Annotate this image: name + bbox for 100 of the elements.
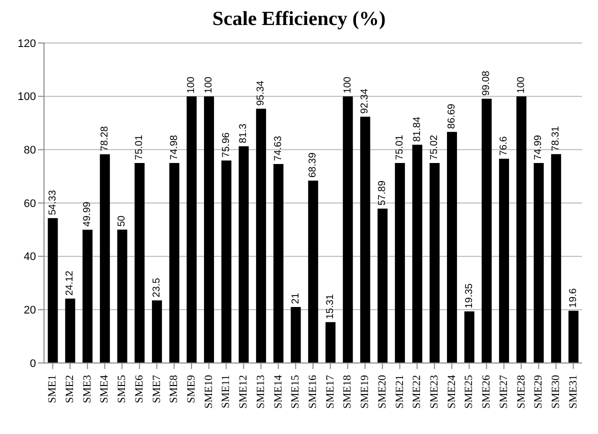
bar <box>464 311 474 363</box>
data-label: 49.99 <box>82 201 94 227</box>
x-tick-label: SME2 <box>64 375 76 404</box>
y-tick-label: 120 <box>18 38 36 50</box>
x-tick-label: SME8 <box>168 374 180 404</box>
bar <box>412 144 422 363</box>
x-tick-label: SME27 <box>498 374 510 409</box>
data-label: 54.33 <box>47 190 58 216</box>
data-label: 75.96 <box>220 132 232 158</box>
x-tick-label: SME23 <box>428 374 440 409</box>
data-label: 68.39 <box>308 152 319 178</box>
x-tick-label: SME19 <box>359 374 372 409</box>
y-tick-label: 20 <box>24 304 36 317</box>
bar <box>430 162 440 363</box>
x-tick-label: SME20 <box>376 374 388 409</box>
data-label: 100 <box>204 76 215 94</box>
data-label: 50 <box>116 215 128 227</box>
x-tick-label: SME29 <box>532 374 545 409</box>
x-tick-label: SME31 <box>567 375 580 409</box>
chart-title: Scale Efficiency (%) <box>211 8 387 31</box>
x-tick-label: SME24 <box>446 374 458 409</box>
bar <box>551 154 562 363</box>
bar <box>360 116 370 363</box>
bar <box>152 300 162 363</box>
y-tick-label: 80 <box>24 144 36 157</box>
x-tick-label: SME16 <box>307 374 319 409</box>
bar <box>325 322 336 363</box>
x-tick-label: SME13 <box>254 374 267 409</box>
bar <box>499 158 510 363</box>
data-label: 78.31 <box>550 126 562 152</box>
x-tick-label: SME14 <box>272 374 284 409</box>
y-tick-label: 40 <box>24 251 36 264</box>
x-tick-label: SME5 <box>116 374 128 404</box>
bar <box>568 310 578 363</box>
bar <box>516 96 526 363</box>
x-tick-label: SME11 <box>220 375 232 408</box>
y-tick-label: 100 <box>18 91 36 104</box>
data-label: 21 <box>290 292 302 304</box>
bar <box>169 163 180 363</box>
bar <box>204 96 214 363</box>
bar <box>308 180 318 363</box>
x-tick-label: SME6 <box>133 374 146 404</box>
data-label: 19.35 <box>464 282 475 308</box>
data-label: 19.6 <box>568 288 579 308</box>
bar <box>378 208 388 363</box>
data-label: 86.69 <box>446 103 458 129</box>
x-tick-label: SME17 <box>324 374 336 409</box>
bar <box>117 230 128 363</box>
data-label: 75.01 <box>394 134 406 160</box>
x-tick-label: SME15 <box>290 374 302 409</box>
x-tick-label: SME18 <box>342 374 354 409</box>
bar <box>534 163 544 363</box>
data-label: 100 <box>342 76 354 94</box>
data-label: 100 <box>186 76 198 94</box>
x-tick-label: SME30 <box>550 374 562 409</box>
x-tick-label: SME4 <box>98 374 111 404</box>
data-label: 24.12 <box>64 270 76 296</box>
bar <box>48 218 58 363</box>
bar <box>482 98 492 363</box>
y-tick-label: 60 <box>24 198 36 210</box>
data-label: 100 <box>516 76 527 94</box>
data-label: 76.6 <box>498 136 510 156</box>
bar <box>82 230 93 363</box>
data-label: 23.5 <box>151 277 162 298</box>
data-label: 74.99 <box>533 134 544 160</box>
bar <box>256 108 266 363</box>
bar <box>221 160 232 363</box>
bar <box>186 96 197 363</box>
data-label: 75.02 <box>429 134 440 160</box>
x-tick-label: SME22 <box>411 375 424 409</box>
data-label: 81.84 <box>412 116 423 142</box>
x-tick-label: SME9 <box>186 374 198 404</box>
x-tick-label: SME12 <box>238 375 250 409</box>
bar <box>65 298 76 363</box>
x-tick-label: SME1 <box>46 375 59 404</box>
x-tick-label: SME26 <box>480 374 493 409</box>
x-tick-label: SME10 <box>202 374 215 409</box>
bar <box>134 162 145 363</box>
bar <box>238 146 249 363</box>
x-tick-label: SME7 <box>150 374 163 404</box>
data-label: 75.01 <box>134 134 146 160</box>
bar <box>290 307 301 363</box>
data-label: 99.08 <box>481 70 492 96</box>
x-tick-label: SME28 <box>515 374 528 409</box>
data-label: 74.98 <box>168 134 180 160</box>
data-label: 81.3 <box>238 123 250 144</box>
bar <box>342 96 353 363</box>
bar <box>273 164 284 363</box>
x-tick-label: SME3 <box>81 374 94 404</box>
data-label: 92.34 <box>360 88 371 114</box>
data-label: 78.28 <box>99 126 110 152</box>
data-label: 15.31 <box>324 294 336 320</box>
x-tick-label: SME25 <box>463 374 476 409</box>
data-label: 57.89 <box>377 180 388 206</box>
y-tick-label: 0 <box>30 358 36 370</box>
x-tick-label: SME21 <box>394 375 406 409</box>
bar <box>100 154 110 363</box>
data-label: 95.34 <box>256 80 267 106</box>
bar <box>394 162 405 363</box>
data-label: 74.63 <box>272 136 284 161</box>
